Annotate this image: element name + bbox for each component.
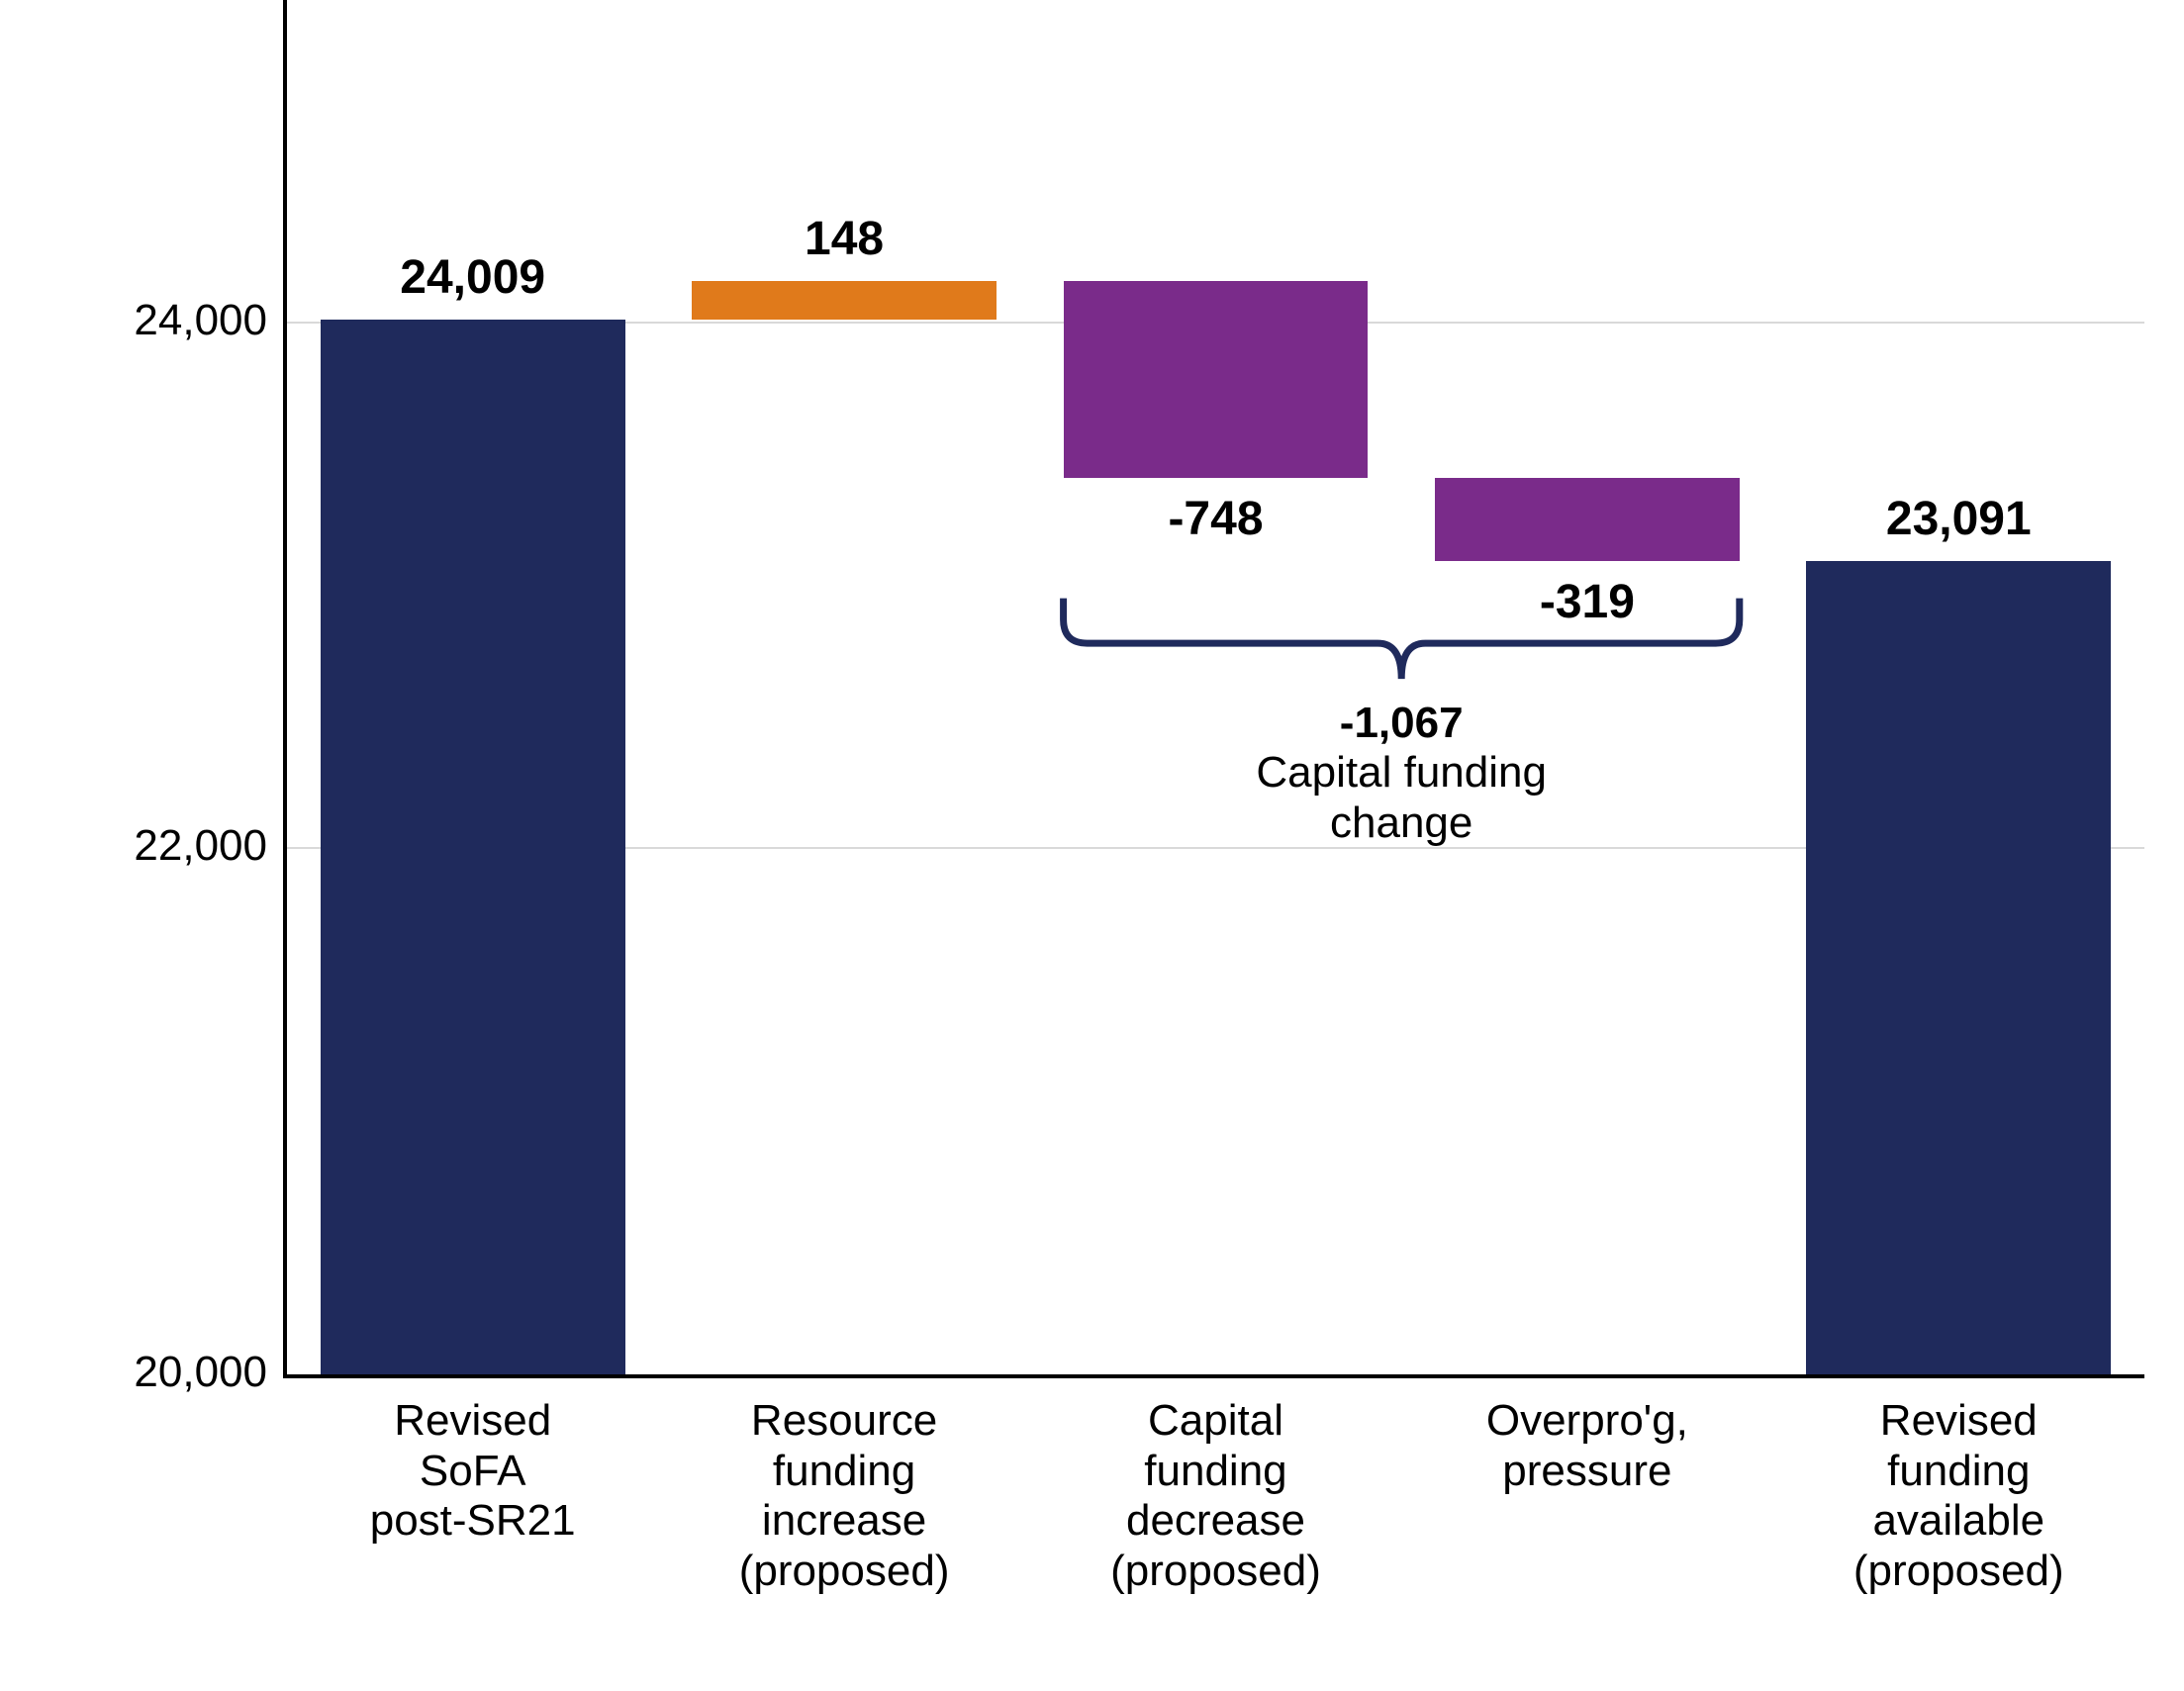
waterfall-chart: 20,00022,00024,00024,009Revised SoFA pos…	[0, 0, 2184, 1691]
brace-value: -1,067	[1064, 699, 1740, 748]
brace-caption: Capital funding change	[1064, 748, 1740, 848]
